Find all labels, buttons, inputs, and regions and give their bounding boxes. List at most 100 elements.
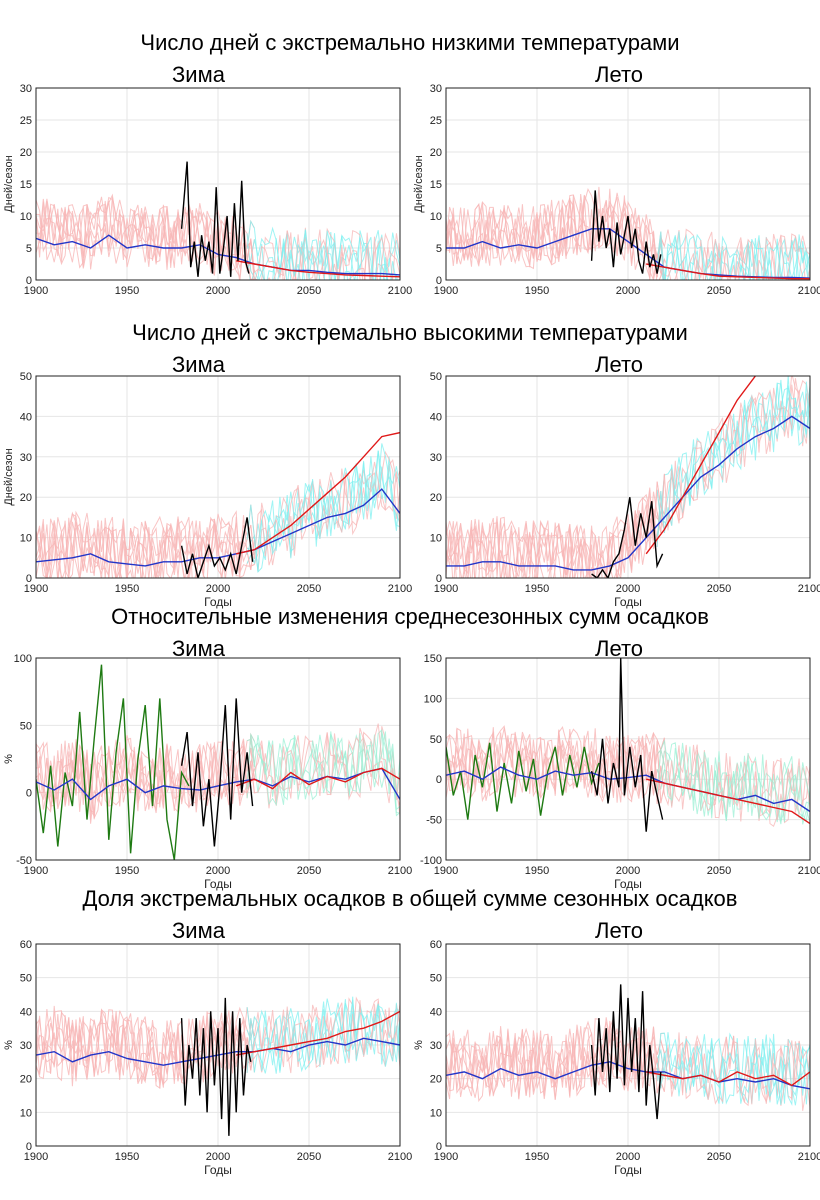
ensemble-scen-line [656,228,810,280]
chart-hot-winter: 1900 1950 2000 2050 2100 0 10 20 30 40 50 Годы Дней/… [3,371,412,609]
chart-hot-summer: 1900 1950 2000 2050 2100 0 10 20 30 40 50 Годы [430,371,820,609]
y-tick-label: 50 [20,973,32,985]
ensemble-scen-line [656,1035,810,1107]
y-axis-label: Дней/сезон [413,155,425,212]
ensemble-scen-line [246,996,400,1073]
y-tick-label: 40 [20,411,32,423]
y-tick-label: 40 [430,1006,442,1018]
panel-title-extreme-precip-winter: Зима [172,918,225,943]
x-tick-label: 2000 [616,1151,640,1163]
x-tick-label: 2000 [616,865,640,877]
y-tick-label: 50 [20,720,32,732]
plot-frame [35,375,401,579]
y-tick-label: 60 [430,939,442,951]
ensemble-scen-line [656,381,810,548]
y-tick-label: 30 [430,452,442,464]
ensemble-hist-line [446,490,665,578]
y-tick-label: 0 [436,1141,442,1153]
ensemble-scen-line [246,1002,400,1074]
series-line-green-obs [36,664,190,860]
x-tick-label: 2100 [388,583,412,595]
y-tick-label: 25 [430,115,442,127]
y-tick-label: 20 [20,147,32,159]
y-tick-label: 40 [20,1006,32,1018]
ensemble-hist-line [36,504,255,578]
series-line-scenario-mean [235,767,400,790]
y-tick-label: 150 [424,653,442,665]
x-tick-label: 1950 [115,1151,139,1163]
y-tick-label: 5 [436,243,442,255]
ensemble-scen-line [246,450,400,574]
ensemble-scen-line [656,750,810,825]
x-axis-label: Годы [204,877,232,891]
ensemble-hist-line [36,516,255,578]
ensemble-scen-line [656,742,810,823]
y-tick-label: -50 [16,855,32,867]
ensemble-scen-line [656,233,810,280]
y-axis-label: % [413,1040,425,1050]
ensemble-hist-line [36,197,255,278]
series-line-model-mean [446,766,810,813]
ensemble-scen-line [246,731,400,811]
ensemble-scen-line [656,382,810,543]
series-line-scenario-mean [646,1071,810,1087]
row-title-precip: Относительные изменения среднесезонных с… [111,604,709,629]
y-tick-label: 5 [26,243,32,255]
x-tick-label: 2100 [798,583,820,595]
y-tick-label: 0 [436,774,442,786]
chart-cold-winter: 1900 1950 2000 2050 2100 0 5 10 15 20 25 30 Дней/сез… [3,83,412,297]
series-line-model-mean [36,1037,400,1066]
ensemble-scen-line [656,740,810,820]
x-tick-label: 2050 [297,583,321,595]
y-tick-label: -100 [420,855,442,867]
series-line-observed [590,658,664,832]
x-axis-label: Годы [204,595,232,609]
x-tick-label: 2050 [707,865,731,877]
ensemble-hist-line [36,741,255,807]
x-tick-label: 2100 [388,865,412,877]
x-tick-label: 1900 [24,285,48,297]
ensemble-group [36,664,400,860]
x-tick-label: 2050 [297,1151,321,1163]
series-line-observed [590,984,662,1120]
ensemble-scen-line [246,227,400,280]
series-line-observed [180,161,250,277]
ensemble-group [36,996,400,1136]
y-tick-label: 30 [20,452,32,464]
ensemble-hist-line [446,725,665,803]
x-tick-label: 2100 [798,865,820,877]
series-line-observed [591,497,664,578]
plot-frame [445,943,811,1147]
series-line-model-mean [446,415,810,571]
y-tick-label: 0 [436,573,442,585]
y-tick-label: 20 [20,492,32,504]
y-tick-label: 100 [14,653,32,665]
x-tick-label: 1950 [525,1151,549,1163]
y-tick-label: 40 [430,411,442,423]
y-tick-label: 20 [430,1074,442,1086]
x-tick-label: 2000 [206,1151,230,1163]
y-tick-label: 30 [430,1040,442,1052]
plot-frame [445,375,811,579]
x-axis-label: Годы [614,595,642,609]
y-tick-label: -50 [426,815,442,827]
y-tick-label: 60 [20,939,32,951]
x-tick-label: 1950 [525,285,549,297]
series-line-scenario-mean [646,263,810,280]
y-axis-label: % [3,754,15,764]
y-tick-label: 30 [430,83,442,95]
x-tick-label: 1900 [24,865,48,877]
ensemble-hist-line [446,1018,665,1100]
x-tick-label: 1900 [434,865,458,877]
y-tick-label: 0 [436,275,442,287]
ensemble-scen-line [656,1036,810,1106]
series-line-scenario-mean [236,260,400,278]
x-tick-label: 2000 [206,285,230,297]
x-tick-label: 1950 [115,285,139,297]
plot-frame [445,657,811,861]
series-line-scenario-mean [645,376,758,555]
x-tick-label: 1900 [434,285,458,297]
ensemble-hist-line [446,1026,665,1097]
y-tick-label: 10 [20,533,32,545]
y-tick-label: 0 [26,1141,32,1153]
